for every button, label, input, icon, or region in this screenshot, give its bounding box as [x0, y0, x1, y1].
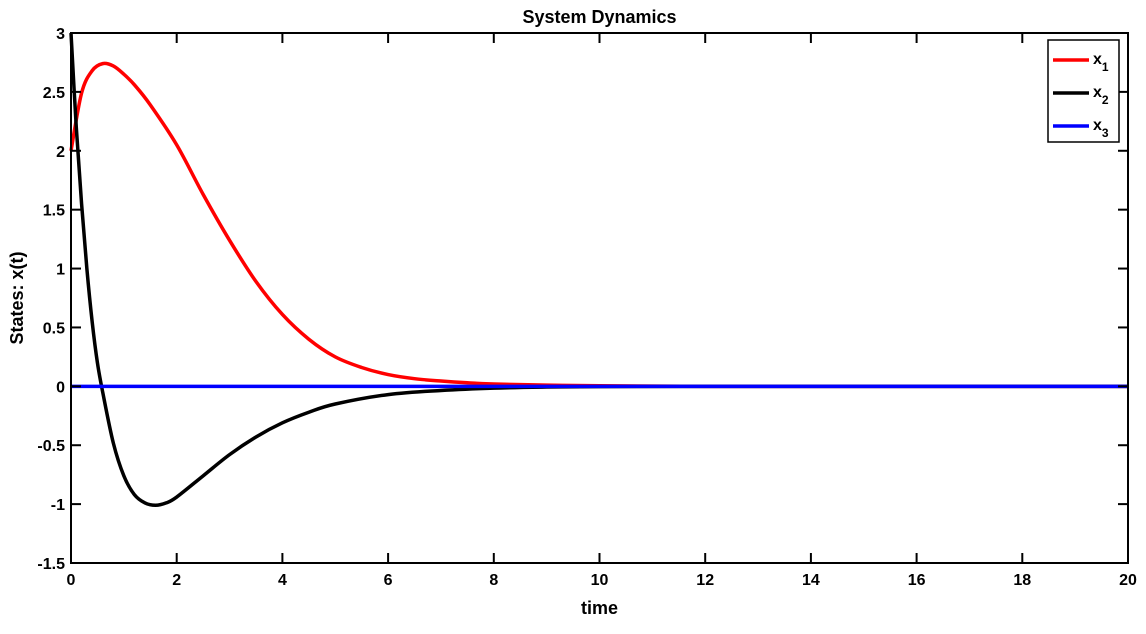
x-axis: 0 2 4 6 8 10 12 14 16 18 20: [67, 33, 1137, 589]
x-tick-label: 8: [489, 572, 498, 589]
x-tick-label: 4: [278, 572, 287, 589]
y-axis-label: States: x(t): [7, 251, 27, 344]
y-tick-label: -1: [51, 497, 65, 514]
y-tick-label: 1: [56, 262, 65, 279]
chart-title: System Dynamics: [522, 7, 676, 27]
plot-area: [71, 33, 1128, 563]
y-tick-label: 0.5: [43, 320, 65, 337]
x-tick-label: 10: [591, 572, 609, 589]
x-tick-label: 12: [696, 572, 714, 589]
x-axis-label: time: [581, 598, 618, 618]
x-tick-label: 14: [802, 572, 820, 589]
x-tick-label: 18: [1013, 572, 1031, 589]
x-tick-label: 2: [172, 572, 181, 589]
y-axis: -1.5 -1 -0.5 0 0.5 1 1.5 2 2.5 3: [37, 26, 1128, 573]
y-tick-label: 2.5: [43, 85, 65, 102]
y-tick-label: 2: [56, 144, 65, 161]
x-tick-label: 0: [67, 572, 76, 589]
x-tick-label: 16: [908, 572, 926, 589]
x-tick-label: 6: [384, 572, 393, 589]
series-layer: [69, 32, 1128, 508]
y-tick-label: 3: [56, 26, 65, 43]
y-tick-label: -0.5: [37, 438, 65, 455]
y-tick-label: 1.5: [43, 203, 65, 220]
y-tick-label: 0: [56, 379, 65, 396]
x-tick-label: 20: [1119, 572, 1137, 589]
y-tick-label: -1.5: [37, 556, 65, 573]
